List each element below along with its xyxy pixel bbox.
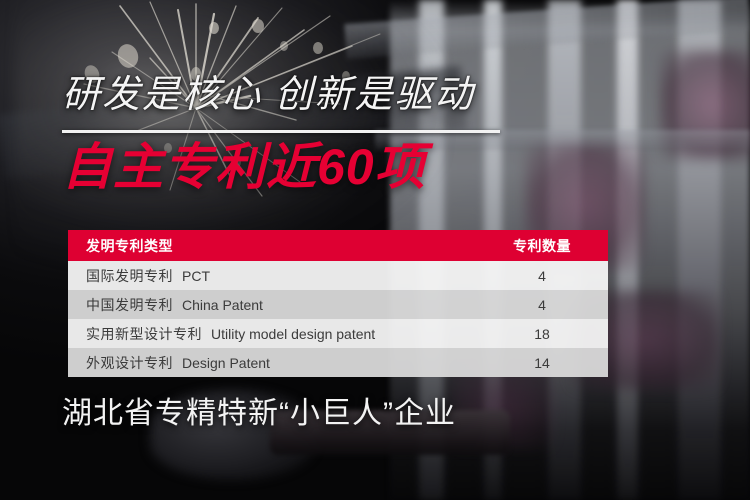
table-row: 国际发明专利 PCT 4 xyxy=(68,261,608,290)
table-row: 外观设计专利 Design Patent 14 xyxy=(68,348,608,377)
cell-patent-type: 外观设计专利 Design Patent xyxy=(68,348,476,377)
patent-type-zh: 外观设计专利 xyxy=(86,354,173,371)
cell-patent-type: 实用新型设计专利 Utility model design patent xyxy=(68,319,476,348)
poster-tagline: 湖北省专精特新“小巨人”企业 xyxy=(62,397,456,430)
patent-type-zh: 中国发明专利 xyxy=(86,296,173,313)
patent-table-head: 发明专利类型 专利数量 xyxy=(68,230,608,261)
patent-type-zh: 国际发明专利 xyxy=(86,267,173,284)
table-header-row: 发明专利类型 专利数量 xyxy=(68,230,608,261)
patent-type-en: China Patent xyxy=(182,296,263,313)
headline-accent: 自主专利近60项 xyxy=(62,139,426,195)
headline-primary: 研发是核心 创新是驱动 xyxy=(62,74,475,116)
table-row: 中国发明专利 China Patent 4 xyxy=(68,290,608,319)
headline-divider xyxy=(62,130,500,133)
column-header-type: 发明专利类型 xyxy=(68,230,476,261)
table-row: 实用新型设计专利 Utility model design patent 18 xyxy=(68,319,608,348)
weld-glow xyxy=(15,0,450,270)
cell-patent-count: 14 xyxy=(476,348,608,377)
cell-patent-type: 中国发明专利 China Patent xyxy=(68,290,476,319)
cell-patent-count: 4 xyxy=(476,261,608,290)
patent-table: 发明专利类型 专利数量 国际发明专利 PCT 4 中国发明专利 China Pate… xyxy=(68,230,608,377)
patent-type-en: PCT xyxy=(182,267,210,284)
cell-patent-type: 国际发明专利 PCT xyxy=(68,261,476,290)
cell-patent-count: 18 xyxy=(476,319,608,348)
patent-type-zh: 实用新型设计专利 xyxy=(86,325,202,342)
cell-patent-count: 4 xyxy=(476,290,608,319)
patent-table-body: 国际发明专利 PCT 4 中国发明专利 China Patent 4 实用新型设计专… xyxy=(68,261,608,377)
patent-type-en: Design Patent xyxy=(182,354,270,371)
column-header-count: 专利数量 xyxy=(476,230,608,261)
patent-type-en: Utility model design patent xyxy=(211,325,376,342)
